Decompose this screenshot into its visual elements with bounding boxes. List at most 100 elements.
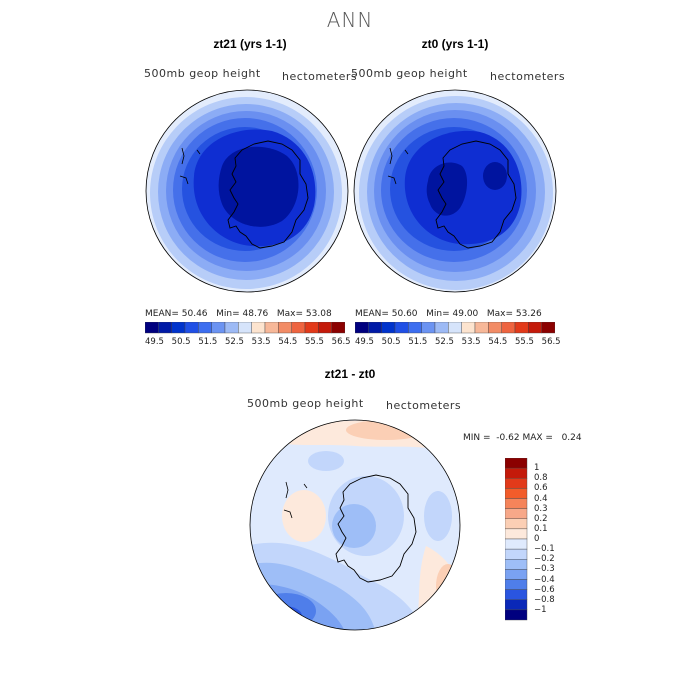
diff-colorbar-swatch bbox=[505, 467, 528, 479]
diff-colorbar-tick-label: −0.1 bbox=[534, 544, 555, 555]
diff-colorbar-tick-label: −1 bbox=[534, 604, 547, 615]
diff-colorbar-swatch bbox=[505, 599, 528, 611]
diff-colorbar-swatch bbox=[505, 538, 528, 550]
diff-colorbar-swatch bbox=[505, 579, 528, 590]
diff-colorbar-ticks: 1 0.8 0.6 0.4 0.3 0.2 0.1 0 −0.1 −0.2 −0.3 −0.4 −0.6… bbox=[534, 458, 574, 628]
diff-colorbar-tick-label: 0.1 bbox=[534, 523, 548, 534]
diff-contour-band bbox=[308, 451, 344, 471]
colorbar-tick-label: 56.5 bbox=[541, 337, 561, 347]
diff-panel-stats: MIN = -0.62 MAX = 0.24 bbox=[463, 433, 582, 443]
diff-contour-band bbox=[416, 546, 460, 630]
colorbar-tick-label: 52.5 bbox=[435, 337, 454, 347]
colorbar-tick-label: 53.5 bbox=[251, 337, 271, 347]
diff-colorbar-swatch bbox=[505, 498, 528, 509]
colorbar-swatch bbox=[434, 322, 449, 334]
colorbar-swatch bbox=[381, 322, 396, 334]
colorbar-swatch bbox=[474, 322, 489, 334]
diff-panel-map bbox=[249, 419, 461, 631]
colorbar-swatch bbox=[291, 322, 306, 334]
colorbar-swatch bbox=[304, 322, 319, 334]
panel-2-map bbox=[353, 89, 557, 293]
diff-south-america-tip bbox=[283, 481, 308, 519]
colorbar-swatch bbox=[501, 322, 516, 334]
colorbar-swatch bbox=[264, 322, 279, 334]
diff-colorbar-tick-label: −0.2 bbox=[534, 554, 555, 565]
diff-colorbar-swatch bbox=[505, 508, 528, 519]
colorbar-swatch bbox=[198, 322, 212, 334]
panel-2-stats: MEAN= 50.60 Min= 49.00 Max= 53.26 bbox=[355, 309, 542, 319]
diff-colorbar-swatch bbox=[505, 609, 528, 621]
colorbar-swatch bbox=[158, 322, 172, 334]
panel-2-mean-value: 50.60 bbox=[391, 309, 418, 319]
panel-1-stats: MEAN= 50.46 Min= 48.76 Max= 53.08 bbox=[145, 309, 332, 319]
colorbar-tick-label: 55.5 bbox=[305, 337, 324, 347]
colorbar-swatch bbox=[461, 322, 476, 334]
diff-colorbar-tick-label: 0.3 bbox=[534, 503, 548, 514]
colorbar-tick-label: 54.5 bbox=[278, 337, 298, 347]
diff-min-label: MIN = bbox=[463, 433, 491, 443]
panel-2-colorbar bbox=[355, 322, 555, 334]
diff-colorbar-tick-label: 1 bbox=[534, 463, 540, 474]
colorbar-tick-label: 54.5 bbox=[488, 337, 508, 347]
colorbar-tick-label: 51.5 bbox=[408, 337, 428, 347]
diff-colorbar-tick-label: 0.8 bbox=[534, 473, 548, 484]
diff-panel-units-label: hectometers bbox=[386, 399, 462, 412]
colorbar-swatch bbox=[394, 322, 409, 334]
colorbar-swatch bbox=[238, 322, 252, 334]
panel-2-min-label: Min= bbox=[426, 309, 450, 319]
colorbar-tick-label: 53.5 bbox=[461, 337, 481, 347]
colorbar-tick-label: 56.5 bbox=[331, 337, 351, 347]
diff-colorbar-swatch bbox=[505, 528, 528, 540]
colorbar-swatch bbox=[528, 322, 542, 334]
diff-colorbar-swatch bbox=[505, 458, 528, 469]
diff-colorbar-swatch bbox=[505, 518, 528, 530]
colorbar-tick-label: 52.5 bbox=[225, 337, 244, 347]
diff-colorbar-tick-label: −0.3 bbox=[534, 564, 555, 575]
colorbar-tick-label: 49.5 bbox=[355, 337, 374, 347]
panel-1-min-label: Min= bbox=[216, 309, 240, 319]
colorbar-tick-label: 49.5 bbox=[145, 337, 164, 347]
diff-contour-band bbox=[424, 491, 452, 541]
panel-2-contour-band bbox=[426, 162, 468, 216]
colorbar-swatch bbox=[355, 322, 369, 334]
diff-min-value: -0.62 bbox=[496, 433, 520, 443]
colorbar-swatch bbox=[368, 322, 382, 334]
diff-colorbar-swatch bbox=[505, 569, 528, 580]
diff-colorbar-tick-label: 0 bbox=[534, 534, 540, 544]
panel-2-map-border bbox=[353, 89, 557, 293]
panel-1-max-value: 53.08 bbox=[305, 309, 332, 319]
panel-1-contour-band bbox=[218, 146, 299, 227]
diff-max-value: 0.24 bbox=[561, 433, 582, 443]
colorbar-swatch bbox=[514, 322, 529, 334]
panel-1-antarctica-coastline bbox=[227, 140, 309, 249]
panel-1-max-label: Max= bbox=[276, 309, 304, 319]
diff-colorbar-swatch bbox=[505, 478, 528, 489]
panel-1-south-america-tip bbox=[179, 147, 201, 185]
main-title: ANN bbox=[326, 8, 374, 32]
colorbar-swatch bbox=[421, 322, 436, 334]
panel-2-title: zt0 (yrs 1-1) bbox=[421, 37, 489, 51]
colorbar-swatch bbox=[184, 322, 199, 334]
panel-1-title: zt21 (yrs 1-1) bbox=[213, 37, 287, 51]
diff-colorbar-tick-label: −0.8 bbox=[534, 594, 555, 605]
colorbar-swatch bbox=[331, 322, 345, 334]
colorbar-swatch bbox=[145, 322, 159, 334]
panel-1-map bbox=[145, 89, 349, 293]
diff-colorbar-tick-label: −0.6 bbox=[534, 584, 555, 595]
panel-2-max-label: Max= bbox=[486, 309, 514, 319]
panel-1-map-border bbox=[145, 89, 349, 293]
diff-colorbar-swatch bbox=[505, 589, 528, 600]
panel-1-variable-label: 500mb geop height bbox=[144, 67, 261, 80]
colorbar-swatch bbox=[408, 322, 422, 334]
colorbar-tick-label: 50.5 bbox=[171, 337, 191, 347]
diff-panel-title: zt21 - zt0 bbox=[324, 367, 376, 381]
colorbar-swatch bbox=[211, 322, 226, 334]
panel-2-mean-label: MEAN= bbox=[355, 309, 389, 319]
panel-2-south-america-tip bbox=[387, 147, 409, 185]
panel-1-units-label: hectometers bbox=[282, 70, 358, 83]
diff-contour-band bbox=[256, 593, 316, 629]
diff-max-label: MAX = bbox=[522, 433, 553, 443]
diff-colorbar-tick-label: 0.4 bbox=[534, 493, 548, 504]
colorbar-swatch bbox=[251, 322, 266, 334]
diff-contour-band bbox=[282, 490, 326, 542]
